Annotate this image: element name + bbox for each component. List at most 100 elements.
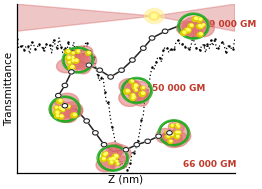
Circle shape — [152, 14, 157, 18]
Circle shape — [126, 90, 129, 92]
Ellipse shape — [107, 144, 123, 157]
Circle shape — [73, 59, 79, 63]
Circle shape — [200, 33, 202, 35]
Circle shape — [184, 28, 191, 33]
Ellipse shape — [176, 23, 193, 35]
Circle shape — [72, 60, 74, 61]
Circle shape — [200, 25, 203, 27]
Circle shape — [192, 16, 199, 22]
Circle shape — [56, 93, 61, 98]
Circle shape — [167, 131, 172, 135]
Circle shape — [110, 158, 112, 160]
Circle shape — [69, 70, 74, 74]
Circle shape — [73, 113, 76, 116]
Ellipse shape — [129, 87, 149, 106]
Circle shape — [197, 32, 203, 37]
Circle shape — [130, 95, 136, 100]
Circle shape — [187, 29, 190, 31]
Circle shape — [139, 91, 146, 97]
Circle shape — [77, 50, 79, 52]
Circle shape — [102, 158, 105, 160]
Ellipse shape — [185, 23, 202, 38]
Circle shape — [135, 89, 137, 91]
Circle shape — [142, 92, 145, 94]
Circle shape — [113, 154, 118, 158]
Circle shape — [103, 152, 108, 156]
Ellipse shape — [50, 101, 71, 119]
Circle shape — [65, 50, 70, 54]
Ellipse shape — [179, 21, 202, 36]
Circle shape — [56, 106, 57, 108]
Circle shape — [62, 109, 64, 110]
Circle shape — [67, 50, 70, 52]
Circle shape — [168, 140, 173, 143]
Circle shape — [171, 125, 173, 126]
Circle shape — [167, 135, 170, 137]
Circle shape — [56, 111, 59, 113]
Circle shape — [162, 29, 168, 33]
Circle shape — [54, 114, 59, 118]
Circle shape — [113, 154, 119, 159]
Ellipse shape — [162, 131, 182, 148]
Circle shape — [199, 25, 201, 27]
Circle shape — [108, 75, 113, 79]
Circle shape — [176, 131, 178, 133]
Circle shape — [60, 115, 63, 117]
Circle shape — [170, 124, 174, 128]
Circle shape — [107, 158, 113, 162]
Circle shape — [188, 24, 194, 28]
Circle shape — [135, 84, 138, 86]
Polygon shape — [154, 4, 235, 31]
Circle shape — [124, 89, 130, 94]
Circle shape — [112, 157, 115, 160]
Circle shape — [68, 62, 70, 63]
Circle shape — [132, 97, 134, 99]
Circle shape — [84, 119, 90, 123]
Ellipse shape — [75, 54, 92, 74]
Ellipse shape — [182, 17, 205, 34]
Circle shape — [108, 161, 113, 165]
Ellipse shape — [73, 56, 90, 70]
Ellipse shape — [109, 145, 131, 162]
Ellipse shape — [168, 132, 188, 147]
Circle shape — [132, 84, 138, 89]
Circle shape — [175, 123, 179, 127]
Circle shape — [132, 94, 134, 96]
Circle shape — [140, 46, 146, 50]
Ellipse shape — [55, 105, 76, 122]
Circle shape — [105, 152, 107, 154]
Circle shape — [201, 23, 205, 27]
Circle shape — [130, 58, 135, 62]
Circle shape — [57, 115, 59, 117]
Circle shape — [133, 87, 136, 90]
Text: 9 000 GM: 9 000 GM — [209, 20, 256, 29]
Circle shape — [199, 18, 202, 20]
Circle shape — [71, 66, 74, 68]
Circle shape — [75, 59, 78, 61]
Circle shape — [62, 104, 68, 108]
Circle shape — [145, 139, 150, 143]
Ellipse shape — [129, 87, 149, 102]
Circle shape — [129, 80, 134, 84]
Circle shape — [72, 52, 74, 54]
Circle shape — [183, 31, 185, 33]
Ellipse shape — [192, 19, 214, 37]
Circle shape — [134, 87, 136, 88]
Circle shape — [178, 131, 180, 133]
Circle shape — [144, 8, 164, 24]
Circle shape — [203, 24, 205, 25]
Circle shape — [165, 131, 169, 134]
Ellipse shape — [161, 130, 182, 145]
Circle shape — [134, 143, 140, 147]
Circle shape — [119, 68, 124, 72]
Text: 50 000 GM: 50 000 GM — [152, 84, 205, 93]
Circle shape — [190, 24, 193, 26]
Circle shape — [196, 24, 202, 29]
Ellipse shape — [61, 102, 83, 118]
Circle shape — [115, 155, 118, 157]
Circle shape — [104, 153, 106, 155]
Circle shape — [156, 134, 161, 138]
Circle shape — [70, 56, 74, 59]
Ellipse shape — [69, 46, 93, 59]
Ellipse shape — [156, 129, 174, 143]
